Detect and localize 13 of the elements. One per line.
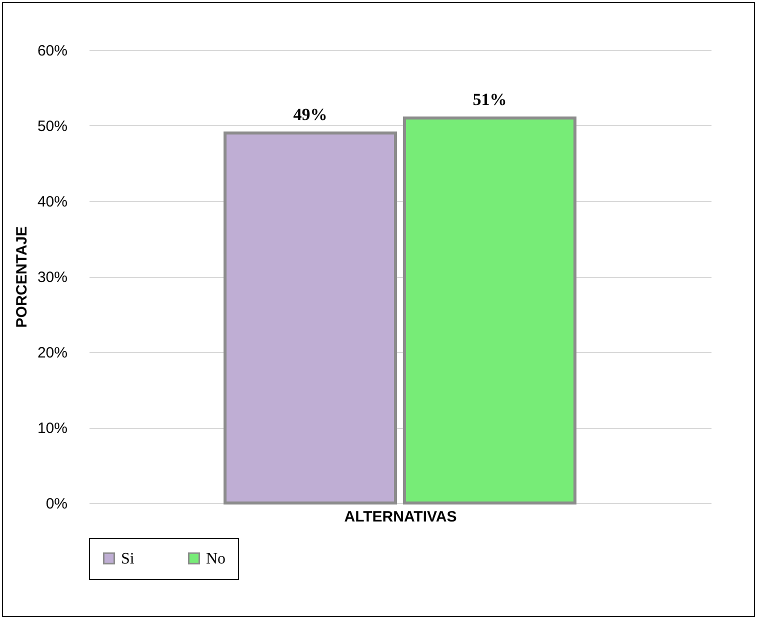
x-axis-title: ALTERNATIVAS bbox=[344, 508, 457, 526]
y-tick-label: 60% bbox=[37, 42, 68, 60]
y-axis-title: PORCENTAJE bbox=[13, 226, 30, 328]
y-tick-label: 0% bbox=[46, 496, 68, 512]
y-tick-label: 50% bbox=[37, 118, 68, 135]
legend-label: Si bbox=[121, 550, 135, 568]
y-tick-label: 30% bbox=[37, 269, 68, 286]
y-tick-label: 40% bbox=[37, 194, 68, 210]
data-label: 51% bbox=[472, 90, 507, 109]
y-tick-label: 20% bbox=[37, 344, 68, 362]
data-label: 49% bbox=[293, 105, 328, 124]
legend-label: No bbox=[206, 550, 226, 568]
y-tick-label: 10% bbox=[37, 420, 68, 437]
